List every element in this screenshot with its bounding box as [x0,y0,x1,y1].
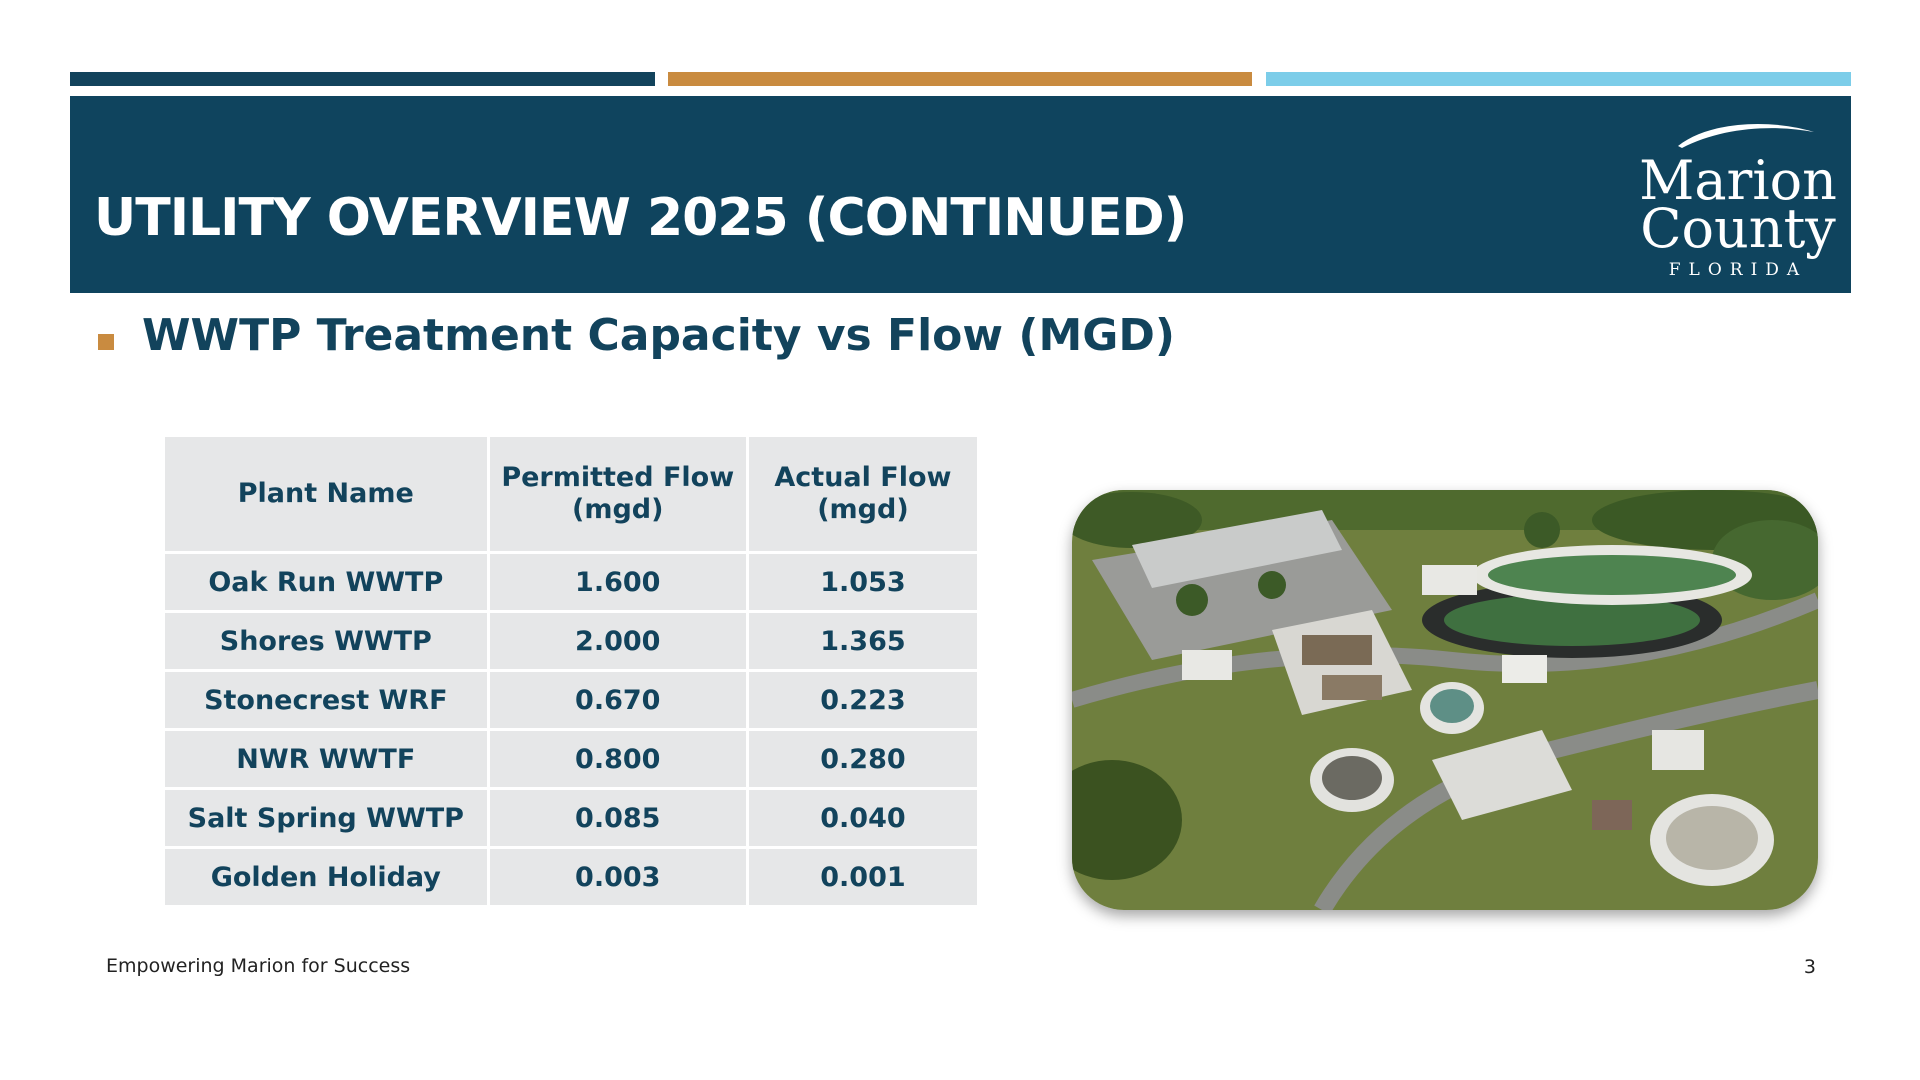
table-header-row: Plant Name Permitted Flow (mgd) Actual F… [165,437,977,551]
aerial-plant-illustration [1072,490,1818,910]
cell-permitted-flow: 2.000 [489,613,746,669]
cell-actual-flow: 1.365 [748,613,977,669]
cell-actual-flow: 0.040 [748,790,977,846]
cell-permitted-flow: 0.003 [489,849,746,905]
aerial-photo-treatment-plant [1072,490,1818,910]
capacity-flow-table: Plant Name Permitted Flow (mgd) Actual F… [162,434,980,908]
bullet-square-icon [98,334,114,350]
cell-actual-flow: 1.053 [748,554,977,610]
table-row: Stonecrest WRF 0.670 0.223 [165,672,977,728]
cell-plant-name: Shores WWTP [165,613,487,669]
table-row: Golden Holiday 0.003 0.001 [165,849,977,905]
cell-permitted-flow: 0.800 [489,731,746,787]
title-banner: UTILITY OVERVIEW 2025 (CONTINUED) Marion… [70,96,1851,293]
header-plant-name: Plant Name [165,437,487,551]
cell-permitted-flow: 0.085 [489,790,746,846]
slide-title: UTILITY OVERVIEW 2025 (CONTINUED) [94,188,1187,248]
cell-plant-name: NWR WWTF [165,731,487,787]
cell-plant-name: Stonecrest WRF [165,672,487,728]
logo-text-line2: County [1640,197,1836,260]
table-row: Oak Run WWTP 1.600 1.053 [165,554,977,610]
slide-subtitle: WWTP Treatment Capacity vs Flow (MGD) [142,310,1175,361]
logo-text-line1: Marion [1639,149,1837,212]
marion-county-logo: Marion County FLORIDA [1628,116,1848,286]
cell-actual-flow: 0.223 [748,672,977,728]
cell-plant-name: Oak Run WWTP [165,554,487,610]
table-row: NWR WWTF 0.800 0.280 [165,731,977,787]
cell-permitted-flow: 1.600 [489,554,746,610]
footer-text: Empowering Marion for Success [106,955,411,977]
cell-permitted-flow: 0.670 [489,672,746,728]
accent-bar-light-blue [1266,72,1851,86]
table-row: Shores WWTP 2.000 1.365 [165,613,977,669]
table-row: Salt Spring WWTP 0.085 0.040 [165,790,977,846]
cell-actual-flow: 0.280 [748,731,977,787]
cell-plant-name: Golden Holiday [165,849,487,905]
cell-plant-name: Salt Spring WWTP [165,790,487,846]
logo-text-line3: FLORIDA [1668,260,1808,280]
cell-actual-flow: 0.001 [748,849,977,905]
header-actual-flow: Actual Flow (mgd) [748,437,977,551]
logo-swoosh-icon [1678,123,1814,148]
accent-bar-navy [70,72,655,86]
accent-bar-gold [668,72,1252,86]
header-permitted-flow: Permitted Flow (mgd) [489,437,746,551]
page-number: 3 [1803,956,1816,978]
